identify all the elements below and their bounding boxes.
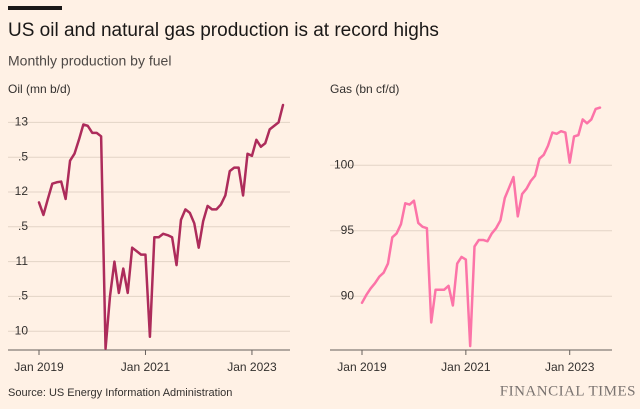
subtitle: Monthly production by fuel (8, 53, 171, 69)
y-label: Gas (bn cf/d) (330, 82, 399, 96)
y-tick-label: 13 (15, 115, 29, 129)
line (360, 106, 602, 348)
source: Source: US Energy Information Administra… (8, 387, 232, 399)
title: US oil and natural gas production is at … (8, 20, 439, 41)
y-tick-label: .5 (18, 149, 28, 163)
x-tick-label: Jan 2021 (121, 360, 171, 374)
brand: FINANCIAL TIMES (500, 383, 636, 399)
y-tick-label: 95 (341, 223, 355, 237)
y-label: Oil (mn b/d) (8, 82, 71, 96)
y-tick-label: 12 (15, 184, 29, 198)
x-tick-label: Jan 2019 (337, 360, 387, 374)
y-tick-label: 100 (334, 157, 354, 171)
x-tick-label: Jan 2023 (545, 360, 595, 374)
brand-bar (8, 6, 62, 10)
y-tick-label: 11 (16, 254, 29, 268)
x-tick-label: Jan 2021 (441, 360, 491, 374)
x-tick-label: Jan 2023 (227, 360, 277, 374)
y-tick-label: .5 (18, 289, 28, 303)
y-tick-label: 90 (341, 288, 355, 302)
y-tick-label: .5 (18, 219, 28, 233)
y-tick-label: 10 (15, 323, 29, 337)
x-tick-label: Jan 2019 (14, 360, 64, 374)
line (37, 103, 285, 350)
